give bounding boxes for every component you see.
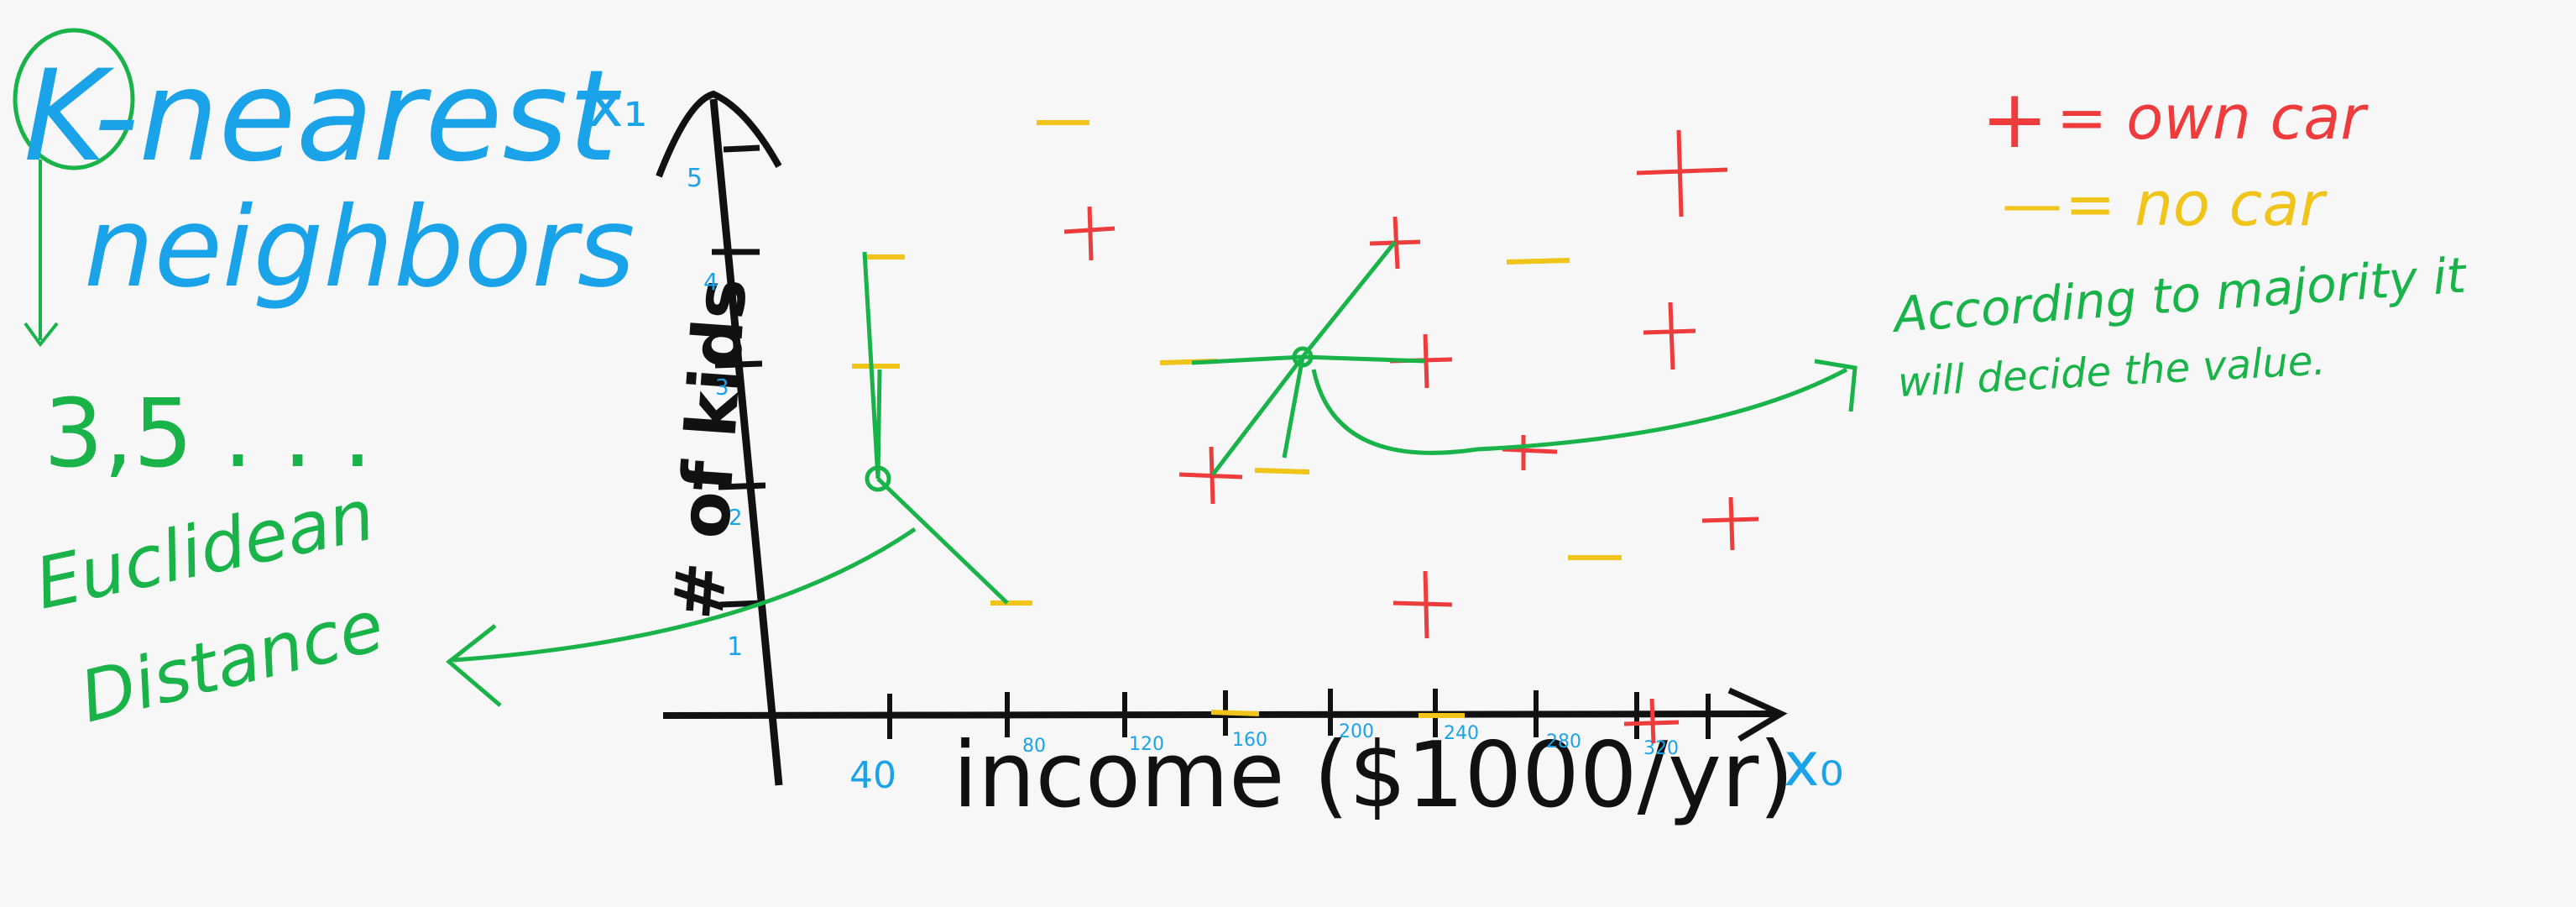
- legend: + = own car — = no car: [1981, 72, 2369, 239]
- x-axis-name: x₀: [1784, 729, 1843, 800]
- neighbor-line: [1301, 240, 1397, 359]
- legend-minus-text: = no car: [2065, 169, 2328, 239]
- legend-plus-symbol: +: [1981, 72, 2048, 166]
- x-tick-label: 320: [1643, 738, 1679, 759]
- no-car-point: [1506, 258, 1570, 265]
- annotation-line-2: will decide the value.: [1897, 337, 2327, 406]
- x-axis-arrowhead: [1727, 687, 1788, 742]
- no-car-point: [1210, 710, 1260, 716]
- own-car-point: [1063, 206, 1116, 261]
- y-tick-label: 2: [729, 506, 743, 531]
- own-car-point: [1502, 435, 1558, 470]
- neighbor-sketch: [446, 240, 1858, 707]
- y-axis-line: [709, 98, 783, 786]
- x-tick-label: 80: [1022, 736, 1046, 757]
- own-car-point: [1636, 129, 1728, 218]
- neighbor-line: [1282, 356, 1305, 459]
- x-tick-label: 280: [1546, 731, 1581, 752]
- y-tick-mark: [723, 144, 760, 153]
- pointer-arrowhead-right: [1814, 359, 1858, 412]
- y-axis-name: x₁: [588, 70, 647, 140]
- no-car-points: [852, 120, 1622, 718]
- k-circle-arrow: [24, 160, 59, 348]
- y-axis-label: # of kids: [659, 275, 762, 623]
- y-tick-mark: [714, 360, 763, 369]
- x-tick-label: 200: [1339, 721, 1374, 742]
- neighbor-line: [876, 477, 1009, 605]
- own-car-point: [1623, 698, 1680, 744]
- title-line-1: K-nearest: [24, 44, 622, 190]
- pointer-arrow-right: [1311, 367, 1848, 455]
- neighbor-line: [1211, 355, 1304, 476]
- neighbor-line: [875, 369, 882, 480]
- y-tick-label: 5: [687, 164, 703, 193]
- title-block: K-nearest neighbors 3,5 . . . Euclidean …: [13, 28, 635, 738]
- x-tick-label: 160: [1232, 730, 1267, 751]
- no-car-point: [1254, 468, 1310, 474]
- y-tick-label: 1: [727, 632, 743, 662]
- pointer-arrowhead-left: [446, 624, 502, 707]
- title-line-2: neighbors: [84, 183, 635, 312]
- own-car-point: [1643, 301, 1696, 370]
- annotation-line-1: According to majority it: [1889, 246, 2469, 343]
- neighbor-line: [1191, 354, 1304, 365]
- neighbor-line: [862, 251, 880, 480]
- x-tick-label: 240: [1444, 723, 1479, 744]
- y-tick-label: 3: [715, 375, 729, 401]
- own-car-point: [1178, 446, 1243, 505]
- pointer-arrow-left: [452, 527, 917, 663]
- own-car-point: [1393, 570, 1453, 639]
- x-tick-label: 120: [1129, 734, 1164, 755]
- k-circle: [13, 28, 135, 170]
- y-tick-label: 4: [703, 268, 718, 296]
- y-axis-arrowhead: [656, 90, 782, 178]
- x-tick-label: 40: [849, 754, 896, 797]
- own-car-point: [1701, 496, 1759, 551]
- y-tick-mark: [718, 482, 766, 490]
- own-car-points: [1063, 129, 1759, 744]
- legend-plus-text: = own car: [2056, 82, 2369, 153]
- annotation: According to majority it will decide the…: [1889, 246, 2469, 406]
- k-values: 3,5 . . .: [44, 380, 373, 489]
- neighbor-line: [1302, 354, 1426, 364]
- legend-minus-symbol: —: [2002, 169, 2062, 239]
